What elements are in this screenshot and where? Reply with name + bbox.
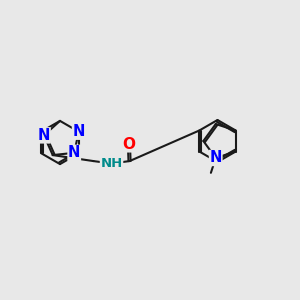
Text: N: N bbox=[209, 151, 222, 166]
Text: N: N bbox=[38, 128, 50, 143]
Text: N: N bbox=[68, 145, 80, 160]
Text: NH: NH bbox=[100, 157, 123, 170]
Text: O: O bbox=[122, 137, 135, 152]
Text: N: N bbox=[73, 124, 85, 139]
